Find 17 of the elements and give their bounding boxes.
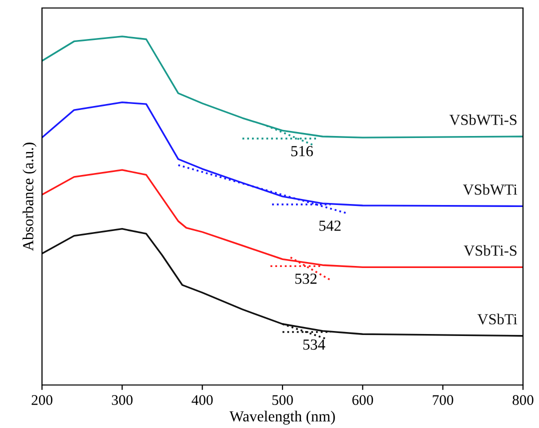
x-tick-label: 700 — [432, 395, 454, 405]
series-label: VSbWTi-S — [449, 114, 516, 126]
x-axis-title: Wavelength (nm) — [229, 410, 335, 425]
x-tick-label: 200 — [32, 395, 52, 405]
x-tick-label: 500 — [272, 395, 293, 405]
annotation: 532 — [295, 274, 317, 284]
series-label: VSbTi-S — [464, 245, 516, 256]
y-axis-title: Absorbance (a.u.) — [22, 142, 36, 251]
x-tick-label: 600 — [352, 395, 374, 405]
series-label: VSbTi — [477, 314, 518, 324]
annotation: 542 — [319, 220, 341, 231]
x-tick-label: 300 — [112, 395, 133, 405]
annotation: 516 — [291, 146, 313, 156]
x-tick-label: 800 — [512, 395, 534, 405]
annotation: 534 — [303, 339, 326, 350]
series-label: VSbWTi — [462, 184, 518, 195]
x-tick-label: 400 — [192, 395, 213, 405]
